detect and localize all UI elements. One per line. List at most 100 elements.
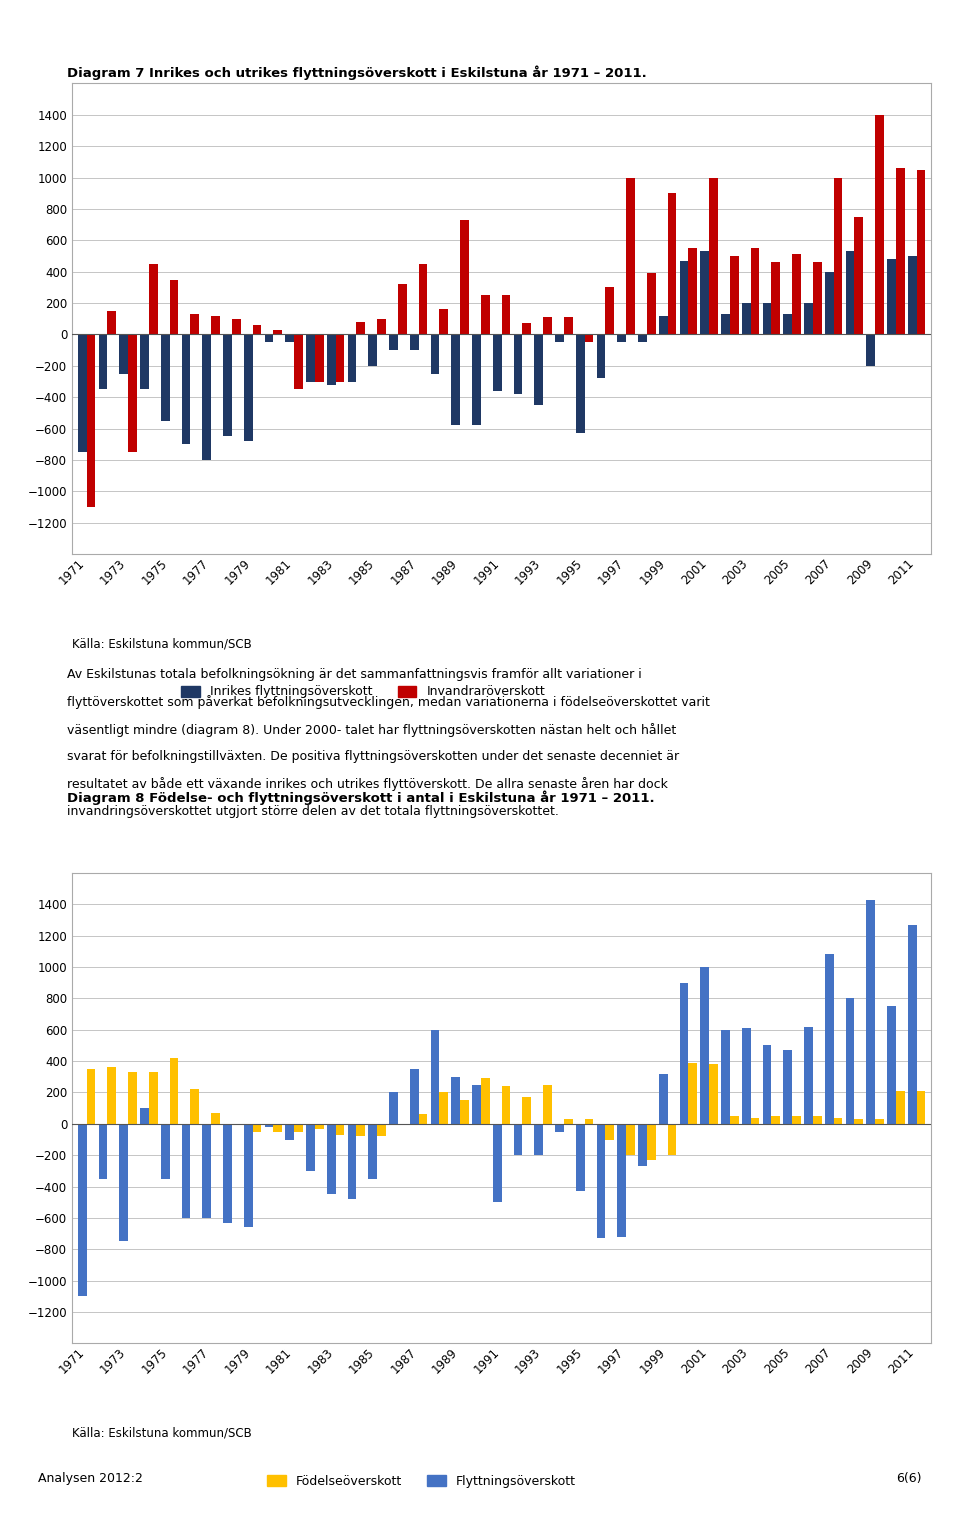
- Bar: [555, 1123, 564, 1132]
- Bar: [535, 1123, 543, 1155]
- Bar: [265, 1123, 274, 1126]
- Bar: [108, 1067, 116, 1123]
- Bar: [783, 1050, 792, 1123]
- Bar: [389, 334, 397, 351]
- Bar: [326, 334, 336, 384]
- Bar: [751, 247, 759, 334]
- Bar: [252, 1123, 261, 1132]
- Bar: [804, 304, 813, 334]
- Bar: [99, 334, 108, 389]
- Bar: [617, 1123, 626, 1237]
- Bar: [833, 178, 842, 334]
- Bar: [564, 317, 572, 334]
- Bar: [460, 1101, 468, 1123]
- Bar: [876, 115, 884, 334]
- Bar: [315, 334, 324, 381]
- Bar: [762, 304, 772, 334]
- Bar: [86, 334, 95, 507]
- Bar: [252, 325, 261, 334]
- Bar: [472, 1084, 481, 1123]
- Bar: [481, 1078, 490, 1123]
- Bar: [908, 924, 917, 1123]
- Bar: [149, 264, 157, 334]
- Bar: [231, 319, 241, 334]
- Bar: [223, 334, 231, 437]
- Bar: [336, 1123, 345, 1135]
- Bar: [78, 1123, 86, 1296]
- Bar: [190, 1090, 199, 1123]
- Bar: [244, 334, 252, 442]
- Bar: [492, 334, 501, 392]
- Bar: [813, 263, 822, 334]
- Bar: [846, 999, 854, 1123]
- Bar: [78, 334, 86, 452]
- Bar: [917, 170, 925, 334]
- Bar: [730, 257, 738, 334]
- Bar: [647, 273, 656, 334]
- Bar: [680, 982, 688, 1123]
- Bar: [709, 178, 718, 334]
- Bar: [514, 1123, 522, 1155]
- Bar: [543, 317, 552, 334]
- Bar: [721, 314, 730, 334]
- Bar: [140, 334, 149, 389]
- Bar: [492, 1123, 501, 1202]
- Bar: [265, 334, 274, 342]
- Bar: [555, 334, 564, 342]
- Bar: [626, 1123, 635, 1155]
- Bar: [543, 1084, 552, 1123]
- Bar: [170, 279, 179, 334]
- Bar: [667, 1123, 677, 1155]
- Text: invandringsöverskottet utgjort större delen av det totala flyttningsöverskottet.: invandringsöverskottet utgjort större de…: [67, 805, 559, 818]
- Bar: [804, 1026, 813, 1123]
- Bar: [161, 334, 170, 420]
- Bar: [223, 1123, 231, 1222]
- Bar: [181, 334, 190, 445]
- Bar: [680, 261, 688, 334]
- Text: väsentligt mindre (diagram 8). Under 2000- talet har flyttningsöverskotten nästa: väsentligt mindre (diagram 8). Under 200…: [67, 723, 677, 736]
- Bar: [419, 264, 427, 334]
- Bar: [576, 334, 585, 433]
- Text: 6(6): 6(6): [896, 1472, 922, 1486]
- Bar: [792, 1116, 801, 1123]
- Bar: [285, 1123, 294, 1140]
- Bar: [431, 1029, 440, 1123]
- Bar: [597, 1123, 606, 1239]
- Bar: [501, 1087, 511, 1123]
- Bar: [514, 334, 522, 395]
- Bar: [315, 1123, 324, 1128]
- Bar: [688, 1063, 697, 1123]
- Text: Diagram 7 Inrikes och utrikes flyttningsöverskott i Eskilstuna år 1971 – 2011.: Diagram 7 Inrikes och utrikes flyttnings…: [67, 65, 647, 80]
- Bar: [762, 1046, 772, 1123]
- Bar: [244, 1123, 252, 1228]
- Bar: [369, 1123, 377, 1178]
- Bar: [460, 220, 468, 334]
- Bar: [140, 1108, 149, 1123]
- Bar: [701, 252, 709, 334]
- Bar: [274, 1123, 282, 1132]
- Bar: [336, 334, 345, 381]
- Bar: [638, 334, 647, 342]
- Bar: [792, 255, 801, 334]
- Bar: [564, 1119, 572, 1123]
- Text: Av Eskilstunas totala befolkningsökning är det sammanfattningsvis framför allt v: Av Eskilstunas totala befolkningsökning …: [67, 668, 642, 682]
- Text: Källa: Eskilstuna kommun/SCB: Källa: Eskilstuna kommun/SCB: [72, 638, 252, 651]
- Bar: [659, 316, 667, 334]
- Text: Källa: Eskilstuna kommun/SCB: Källa: Eskilstuna kommun/SCB: [72, 1427, 252, 1441]
- Bar: [377, 319, 386, 334]
- Bar: [585, 334, 593, 342]
- Bar: [440, 1093, 448, 1123]
- Bar: [867, 900, 876, 1123]
- Legend: Inrikes flyttningsöverskott, Invandraröverskott: Inrikes flyttningsöverskott, Invandraröv…: [181, 686, 545, 698]
- Bar: [419, 1114, 427, 1123]
- Bar: [730, 1116, 738, 1123]
- Legend: Födelseöverskott, Flyttningsöverskott: Födelseöverskott, Flyttningsöverskott: [267, 1475, 576, 1488]
- Bar: [211, 1113, 220, 1123]
- Bar: [709, 1064, 718, 1123]
- Text: Analysen 2012:2: Analysen 2012:2: [38, 1472, 143, 1486]
- Bar: [203, 334, 211, 460]
- Bar: [410, 334, 419, 351]
- Bar: [294, 334, 302, 389]
- Bar: [389, 1093, 397, 1123]
- Bar: [638, 1123, 647, 1166]
